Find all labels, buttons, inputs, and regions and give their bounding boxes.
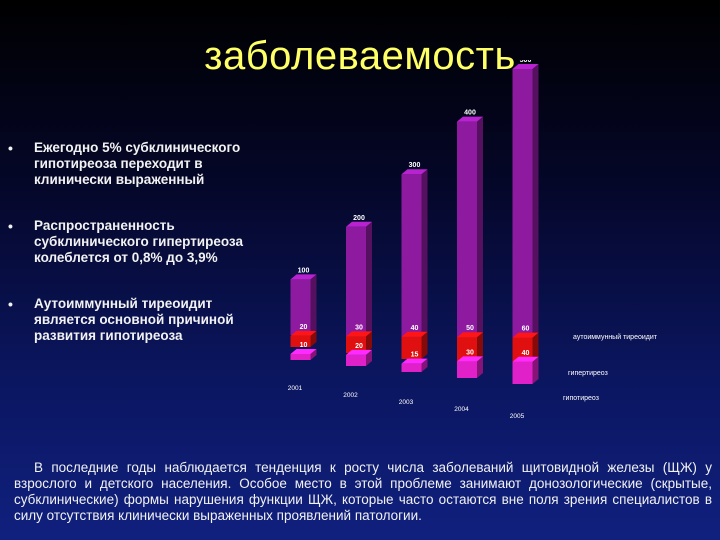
bar-side — [310, 349, 317, 360]
bar-top — [457, 332, 483, 338]
x-tick-label: 2005 — [510, 413, 525, 420]
x-tick-label: 2003 — [399, 399, 414, 406]
bullet-item: • Распространенность субклинического гипе… — [8, 218, 248, 266]
bar-top — [512, 64, 539, 69]
bar-side — [310, 330, 317, 347]
bullet-item: • Аутоиммунный тиреоидит является основно… — [8, 296, 248, 344]
bar — [401, 363, 422, 372]
legend-label: гипотиреоз — [563, 395, 599, 402]
data-label: 40 — [522, 350, 530, 357]
x-tick-label: 2002 — [343, 392, 358, 399]
page-title: заболеваемость — [204, 34, 516, 78]
data-label: 200 — [353, 215, 365, 222]
data-label: 30 — [466, 349, 474, 356]
bar-top — [512, 356, 539, 362]
bar — [512, 69, 533, 347]
bar-top — [290, 330, 317, 336]
data-label: 300 — [409, 162, 421, 169]
data-label: 500 — [520, 60, 532, 64]
bar-top — [346, 331, 372, 337]
bullet-text: Аутоиммунный тиреоидит является основной… — [34, 296, 234, 343]
bar — [346, 336, 366, 353]
series-group: 10 20 15 30 40 — [290, 342, 539, 384]
bar-top — [346, 221, 372, 227]
bar-top — [457, 356, 483, 362]
legend-label: аутоиммунный тиреоидит — [573, 333, 658, 341]
bar-side — [366, 221, 372, 338]
bullet-icon: • — [8, 140, 13, 156]
bar — [401, 336, 422, 359]
bar-side — [421, 358, 428, 372]
bullet-list: • Ежегодно 5% субклинического гипотиреоза… — [8, 140, 248, 374]
data-label: 400 — [464, 110, 476, 117]
bar-chart-3d: 100 200 300 400 500 аутоиммунный тиреоидит 20 3… — [288, 60, 658, 420]
bar — [457, 361, 477, 378]
bullet-item: • Ежегодно 5% субклинического гипотиреоза… — [8, 140, 248, 188]
bar-side — [366, 331, 372, 353]
data-label: 10 — [300, 342, 308, 349]
data-label: 100 — [298, 267, 310, 274]
bar — [290, 354, 311, 360]
bar — [346, 354, 366, 366]
bullet-icon: • — [8, 296, 13, 312]
bar-top — [457, 116, 483, 122]
bar — [290, 335, 311, 347]
summary-paragraph: В последние годы наблюдается тенденция к… — [14, 460, 712, 523]
bar-side — [310, 274, 317, 335]
bar-side — [532, 356, 539, 384]
data-label: 50 — [466, 325, 474, 332]
data-label: 30 — [355, 324, 363, 331]
bullet-text: Распространенность субклинического гипер… — [34, 218, 243, 265]
bar-top — [401, 169, 428, 175]
bar-top — [290, 349, 317, 354]
bullet-icon: • — [8, 218, 13, 234]
data-label: 40 — [411, 325, 419, 332]
x-tick-label: 2001 — [288, 385, 303, 392]
bar-side — [532, 64, 539, 347]
bar — [346, 226, 366, 338]
bar-side — [421, 169, 428, 341]
bar-side — [477, 356, 483, 378]
bar-top — [401, 331, 428, 337]
bar-side — [477, 116, 483, 344]
data-label: 20 — [355, 343, 363, 350]
x-tick-label: 2004 — [454, 406, 469, 413]
legend-label: гипертиреоз — [568, 370, 608, 377]
bar — [457, 121, 477, 344]
bar — [290, 279, 311, 335]
bullet-text: Ежегодно 5% субклинического гипотиреоза … — [34, 140, 241, 187]
bar-top — [346, 349, 372, 355]
bar-side — [366, 349, 372, 366]
data-label: 60 — [522, 326, 530, 333]
data-label: 20 — [300, 324, 308, 331]
bar — [401, 174, 422, 341]
bar-top — [290, 274, 317, 280]
bar — [512, 361, 533, 384]
data-label: 15 — [411, 352, 419, 359]
bar-top — [401, 358, 428, 364]
bar-top — [512, 332, 539, 338]
series-group: 100 200 300 400 500 — [290, 60, 539, 347]
bar-side — [421, 331, 428, 359]
